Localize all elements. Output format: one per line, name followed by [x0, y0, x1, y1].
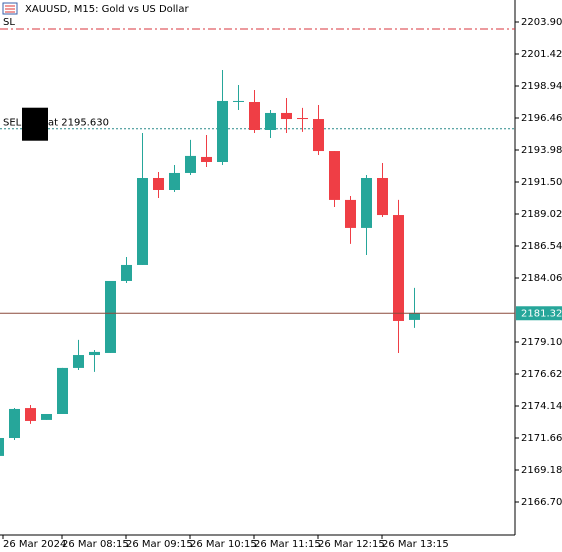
candle-body	[377, 177, 388, 216]
y-tick-label: 2203.900	[521, 17, 562, 28]
y-tick-label: 2166.700	[521, 497, 562, 508]
order-label: SELL	[3, 118, 27, 129]
candle-body	[153, 177, 164, 190]
candle-body	[297, 117, 308, 120]
candle-body	[329, 151, 340, 200]
x-tick-label: 26 Mar 11:15	[254, 539, 321, 550]
chart-title: XAUUSD, M15: Gold vs US Dollar	[25, 4, 189, 15]
candle-body	[361, 177, 372, 228]
candle-body	[137, 177, 148, 265]
y-tick-label: 2201.420	[521, 49, 562, 60]
candle-body	[57, 367, 68, 414]
candle-body	[409, 313, 420, 320]
y-tick-label: 2189.020	[521, 209, 562, 220]
y-tick-label: 2179.100	[521, 337, 562, 348]
y-tick-label: 2169.180	[521, 465, 562, 476]
order-price-label: at 2195.630	[48, 118, 109, 129]
candle-body	[169, 172, 180, 190]
current-price-box	[516, 306, 562, 321]
y-tick-label: 2196.460	[521, 113, 562, 124]
y-tick-label: 2186.540	[521, 241, 562, 252]
candle-body	[313, 119, 324, 152]
candle-body	[185, 155, 196, 173]
x-tick-label: 26 Mar 2024	[3, 539, 66, 550]
x-tick-label: 26 Mar 12:15	[318, 539, 385, 550]
symbol-icon	[2, 2, 18, 15]
candle-body	[201, 156, 212, 162]
candle-body	[233, 100, 244, 102]
candle-body	[281, 112, 292, 120]
current-price-label: 2181.327	[521, 308, 562, 319]
redaction	[22, 107, 48, 141]
y-tick-label: 2193.980	[521, 145, 562, 156]
y-tick-label: 2174.140	[521, 401, 562, 412]
candle-body	[345, 199, 356, 228]
candle-body	[265, 112, 276, 130]
y-tick-label: 2198.940	[521, 81, 562, 92]
candle-body	[0, 437, 4, 456]
candle-body	[89, 351, 100, 356]
x-tick-label: 26 Mar 13:15	[382, 539, 449, 550]
candle-body	[393, 215, 404, 321]
level-label: SL	[3, 17, 15, 28]
candle-body	[249, 101, 260, 130]
candle-body	[25, 408, 36, 421]
y-tick-label: 2184.060	[521, 273, 562, 284]
candle-body	[217, 100, 228, 162]
x-tick-label: 26 Mar 09:15	[126, 539, 193, 550]
candle-body	[105, 280, 116, 353]
candle-body	[9, 408, 20, 438]
candle-body	[73, 355, 84, 368]
x-tick-label: 26 Mar 10:15	[190, 539, 257, 550]
y-tick-label: 2176.620	[521, 369, 562, 380]
y-tick-label: 2191.500	[521, 177, 562, 188]
y-tick-label: 2171.660	[521, 433, 562, 444]
x-tick-label: 26 Mar 08:15	[62, 539, 129, 550]
candle-body	[121, 264, 132, 281]
candle-body	[41, 413, 52, 420]
